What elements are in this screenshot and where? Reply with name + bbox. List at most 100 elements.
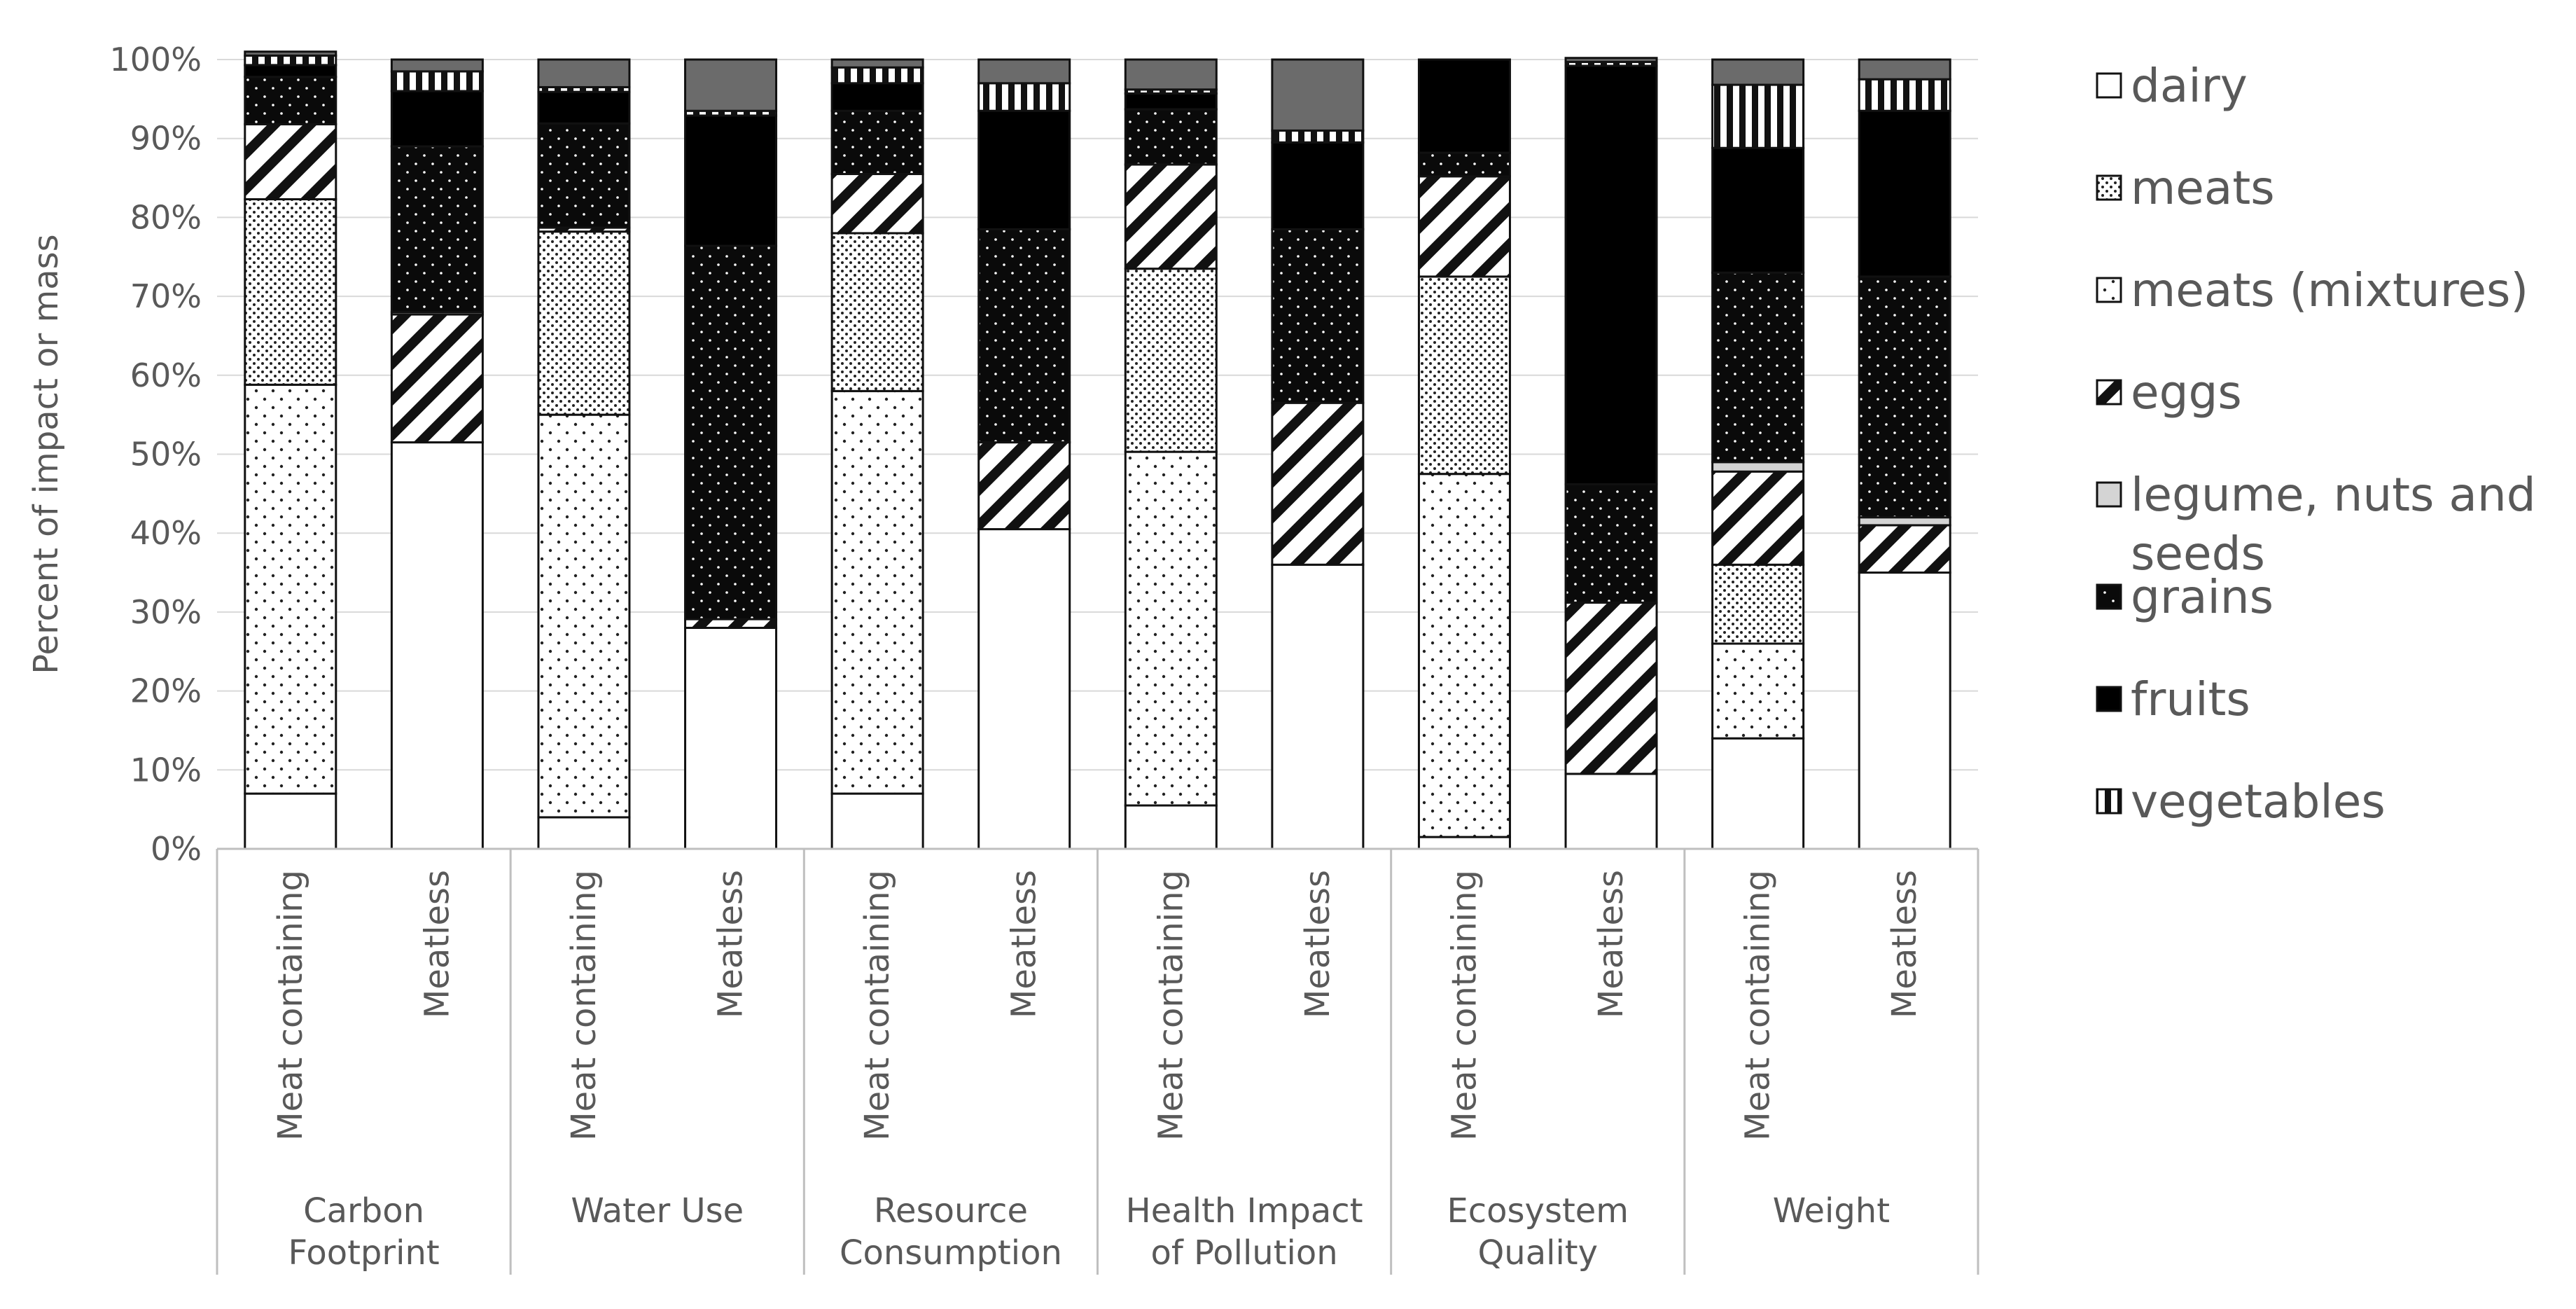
bar-segment-eggs xyxy=(1564,601,1658,775)
legend-label: meats xyxy=(2131,161,2275,215)
bar-stack xyxy=(1271,58,1365,850)
bar-segment-vegetables xyxy=(1271,129,1365,144)
x-category-label: Meat containing xyxy=(1151,870,1190,1141)
legend-label: seeds xyxy=(2131,527,2265,581)
legend-label: eggs xyxy=(2131,366,2242,420)
bar-segment-eggs xyxy=(684,618,778,629)
bar-stack xyxy=(390,58,484,850)
x-category-label: Meatless xyxy=(1005,870,1044,1018)
bar-segment-grains xyxy=(830,109,924,175)
bar-stack xyxy=(1858,58,1951,850)
bar-segment-fruits xyxy=(537,90,631,125)
legend-swatch xyxy=(2096,277,2122,303)
y-tick-label: 50% xyxy=(130,436,202,473)
y-tick-label: 0% xyxy=(151,830,202,868)
bar-segment-meats xyxy=(830,232,924,392)
bar-segment-meats xyxy=(1124,268,1218,453)
group-label: Water Use xyxy=(571,1191,744,1231)
bars xyxy=(244,50,1951,850)
bar-stack xyxy=(1124,58,1218,850)
bar-segment-vegetables xyxy=(390,70,484,92)
x-category-label: Meatless xyxy=(1298,870,1337,1018)
bar-segment-other xyxy=(1564,57,1658,63)
bar-segment-eggs xyxy=(1417,175,1511,278)
bar-segment-vegetables xyxy=(1858,78,1951,112)
group-label: Resource xyxy=(874,1191,1028,1231)
group-label: Carbon xyxy=(303,1191,424,1231)
legend-swatch xyxy=(2096,174,2122,201)
bar-segment-meats xyxy=(244,198,337,386)
bar-segment-dairy xyxy=(537,816,631,850)
bar-segment-meats xyxy=(1417,275,1511,476)
bar-segment-fruits xyxy=(244,64,337,78)
bar-segment-fruits xyxy=(1124,92,1218,111)
bar-segment-meats xyxy=(1711,563,1805,645)
bar-segment-meats xyxy=(537,230,631,416)
bar-segment-eggs xyxy=(1711,470,1805,566)
group-label: Health Impact xyxy=(1126,1191,1363,1231)
bar-stack xyxy=(977,58,1071,850)
bar-segment-eggs xyxy=(244,123,337,200)
bar-segment-grains xyxy=(1711,271,1805,464)
bar-segment-grains xyxy=(684,244,778,621)
x-category-label: Meat containing xyxy=(564,870,604,1141)
bar-segment-grains xyxy=(537,122,631,229)
bar-segment-other xyxy=(1271,58,1365,132)
bar-segment-other xyxy=(244,50,337,57)
bar-segment-eggs xyxy=(390,313,484,444)
bar-segment-dairy xyxy=(830,792,924,850)
bar-segment-other xyxy=(684,58,778,112)
bar-segment-vegetables xyxy=(1711,83,1805,149)
bar-segment-other xyxy=(977,58,1071,85)
bar-segment-meats-mixtures- xyxy=(1711,642,1805,740)
bar-segment-fruits xyxy=(1417,58,1511,154)
bar-segment-grains xyxy=(977,228,1071,444)
bar-segment-grains xyxy=(1564,483,1658,604)
legend: dairy meats meats (mixtures) eggs legume, nu… xyxy=(2096,59,2536,829)
bar-segment-dairy xyxy=(390,441,484,850)
bar-segment-eggs xyxy=(830,172,924,235)
legend-swatch xyxy=(2096,481,2122,508)
bar-segment-fruits xyxy=(390,90,484,148)
x-axis: Meat containing Meatless Meat containing Me… xyxy=(216,847,1979,1275)
x-category-label: Meatless xyxy=(1592,870,1631,1018)
bar-segment-other xyxy=(537,58,631,88)
legend-swatch xyxy=(2096,583,2122,610)
y-tick-label: 100% xyxy=(109,41,202,78)
bar-segment-other xyxy=(1858,58,1951,81)
bar-segment-grains xyxy=(1858,275,1951,519)
gridlines xyxy=(217,59,1978,850)
group-label: Consumption xyxy=(840,1233,1062,1273)
bar-segment-other xyxy=(1124,58,1218,91)
bar-stack xyxy=(244,50,337,850)
legend-swatch xyxy=(2096,788,2122,815)
y-axis-title: Percent of impact or mass xyxy=(27,234,66,674)
bar-segment-dairy xyxy=(244,792,337,850)
bar-segment-meats-mixtures- xyxy=(537,413,631,819)
y-axis: 0% 10% 20% 30% 40% 50% 60% 70% 80% 90% 100% Percent… xyxy=(27,41,202,868)
legend-swatch xyxy=(2096,686,2122,712)
bar-segment-dairy xyxy=(1417,836,1511,850)
bar-segment-vegetables xyxy=(830,66,924,85)
legend-label: fruits xyxy=(2131,672,2250,726)
y-tick-label: 10% xyxy=(130,751,202,789)
legend-label: meats (mixtures) xyxy=(2131,263,2528,317)
legend-swatch xyxy=(2096,379,2122,406)
bar-stack xyxy=(1711,58,1805,850)
bar-segment-fruits xyxy=(1564,64,1658,485)
x-category-label: Meat containing xyxy=(858,870,897,1141)
bar-segment-dairy xyxy=(684,626,778,850)
bar-stack xyxy=(830,58,924,850)
bar-segment-eggs xyxy=(1271,401,1365,566)
bar-segment-fruits xyxy=(684,114,778,247)
bar-segment-fruits xyxy=(830,82,924,112)
bar-segment-meats-mixtures- xyxy=(1124,450,1218,807)
y-tick-label: 70% xyxy=(130,277,202,315)
bar-segment-fruits xyxy=(977,109,1071,230)
bar-stack xyxy=(1417,58,1511,850)
bar-segment-grains xyxy=(1417,151,1511,178)
bar-stack xyxy=(537,58,631,850)
bar-segment-grains xyxy=(390,145,484,314)
bar-segment-fruits xyxy=(1858,109,1951,278)
bar-segment-dairy xyxy=(1711,737,1805,850)
